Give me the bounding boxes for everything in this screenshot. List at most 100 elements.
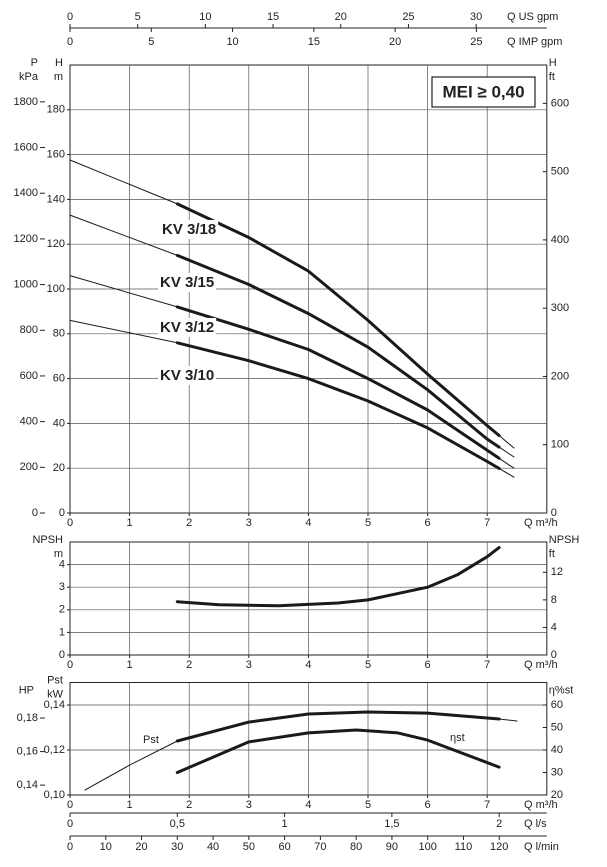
y2-tick-label: 4 [551,621,557,633]
axis-label: NPSH [549,534,580,546]
y2-tick-label: 300 [551,302,569,314]
axis-label: ft [549,71,555,83]
y-tick-label: 160 [47,149,65,161]
bottom-tick-label: 0 [67,841,73,853]
curve [175,710,501,743]
curve [175,253,501,449]
y2-tick-label: 8 [551,594,557,606]
x-tick-label: 5 [365,517,371,529]
label-bg [448,730,467,745]
y-tick-label: 100 [47,283,65,295]
label-bg [158,317,217,337]
top-tick-label: 20 [335,11,347,23]
bottom-tick-label: 110 [455,841,473,853]
y2-tick-label: 100 [551,439,569,451]
y-outer-tick-label: 0,16 [17,745,38,757]
x-tick-label: 1 [127,799,133,811]
y2-tick-label: 600 [551,97,569,109]
bottom-tick-label: 80 [350,841,362,853]
y-tick-label: 0,12 [44,744,65,756]
axis-label: ft [549,548,555,560]
x-tick-label: 2 [186,517,192,529]
y-tick-label: 4 [59,559,65,571]
curve [175,202,501,437]
y-tick-label: 3 [59,581,65,593]
axis-label: η%st [549,684,573,696]
y2-tick-label: 200 [551,370,569,382]
x-tick-label: 6 [425,517,431,529]
axis-label: H [55,57,63,69]
series-label: KV 3/18 [162,221,216,238]
label-bg [141,732,161,747]
top-axis-label: Q IMP gpm [507,36,562,48]
y-tick-label: 0 [59,649,65,661]
axis-label: Pst [47,674,63,686]
x-tick-label: 2 [186,659,192,671]
top-tick-label: 0 [67,11,73,23]
y2-tick-label: 40 [551,744,563,756]
x-tick-label: 7 [484,517,490,529]
bottom-tick-label: 50 [243,841,255,853]
x-tick-label: 2 [186,799,192,811]
x-tick-label: 1 [127,517,133,529]
y-outer-tick-label: 0 [32,507,38,519]
curve [175,305,501,460]
x-tick-label: 1 [127,659,133,671]
y-outer-tick-label: 1600 [14,141,38,153]
bottom-tick-label: 40 [207,841,219,853]
x-tick-label: 7 [484,799,490,811]
bottom-tick-label: 120 [490,841,508,853]
label-bg [158,272,217,292]
axis-label: H [549,57,557,69]
label-bg [158,365,217,385]
bottom-tick-label: 1 [282,818,288,830]
x-tick-label: 0 [67,659,73,671]
y-tick-label: 180 [47,104,65,116]
y2-tick-label: 500 [551,166,569,178]
x-tick-label: 5 [365,659,371,671]
top-tick-label: 15 [308,36,320,48]
series-label: ηst [450,732,465,744]
bottom-tick-label: 90 [386,841,398,853]
y-outer-tick-label: 600 [20,370,38,382]
y-tick-label: 60 [53,373,65,385]
y-tick-label: 0,10 [44,789,65,801]
annotation-box [431,76,536,108]
bottom-tick-label: 20 [135,841,147,853]
bottom-tick-label: 70 [314,841,326,853]
y-outer-tick-label: 1000 [14,278,38,290]
top-tick-label: 5 [135,11,141,23]
x-tick-label: 4 [305,517,311,529]
y-tick-label: 120 [47,238,65,250]
x-axis-label: Q m³/h [524,659,558,671]
y-outer-tick-label: 200 [20,461,38,473]
y2-tick-label: 12 [551,566,563,578]
y-tick-label: 0,14 [44,699,65,711]
y2-tick-label: 60 [551,699,563,711]
x-tick-label: 6 [425,659,431,671]
top-tick-label: 15 [267,11,279,23]
y2-tick-label: 400 [551,234,569,246]
bottom-axis-label: Q l/min [524,841,559,853]
curve [175,728,501,774]
y-tick-label: 0 [59,507,65,519]
y-tick-label: 140 [47,193,65,205]
axis-label: P [31,57,38,69]
top-tick-label: 10 [226,36,238,48]
bottom-tick-label: 60 [278,841,290,853]
top-tick-label: 30 [470,11,482,23]
y2-tick-label: 0 [551,507,557,519]
bottom-tick-label: 0 [67,818,73,830]
y-tick-label: 20 [53,462,65,474]
y2-tick-label: 0 [551,649,557,661]
axis-label: kPa [19,71,39,83]
top-tick-label: 25 [402,11,414,23]
annotation: MEI ≥ 0,40 [442,82,524,101]
axis-label: NPSH [32,534,63,546]
bottom-tick-label: 0,5 [170,818,185,830]
y2-tick-label: 50 [551,721,563,733]
top-tick-label: 5 [148,36,154,48]
y-tick-label: 40 [53,417,65,429]
